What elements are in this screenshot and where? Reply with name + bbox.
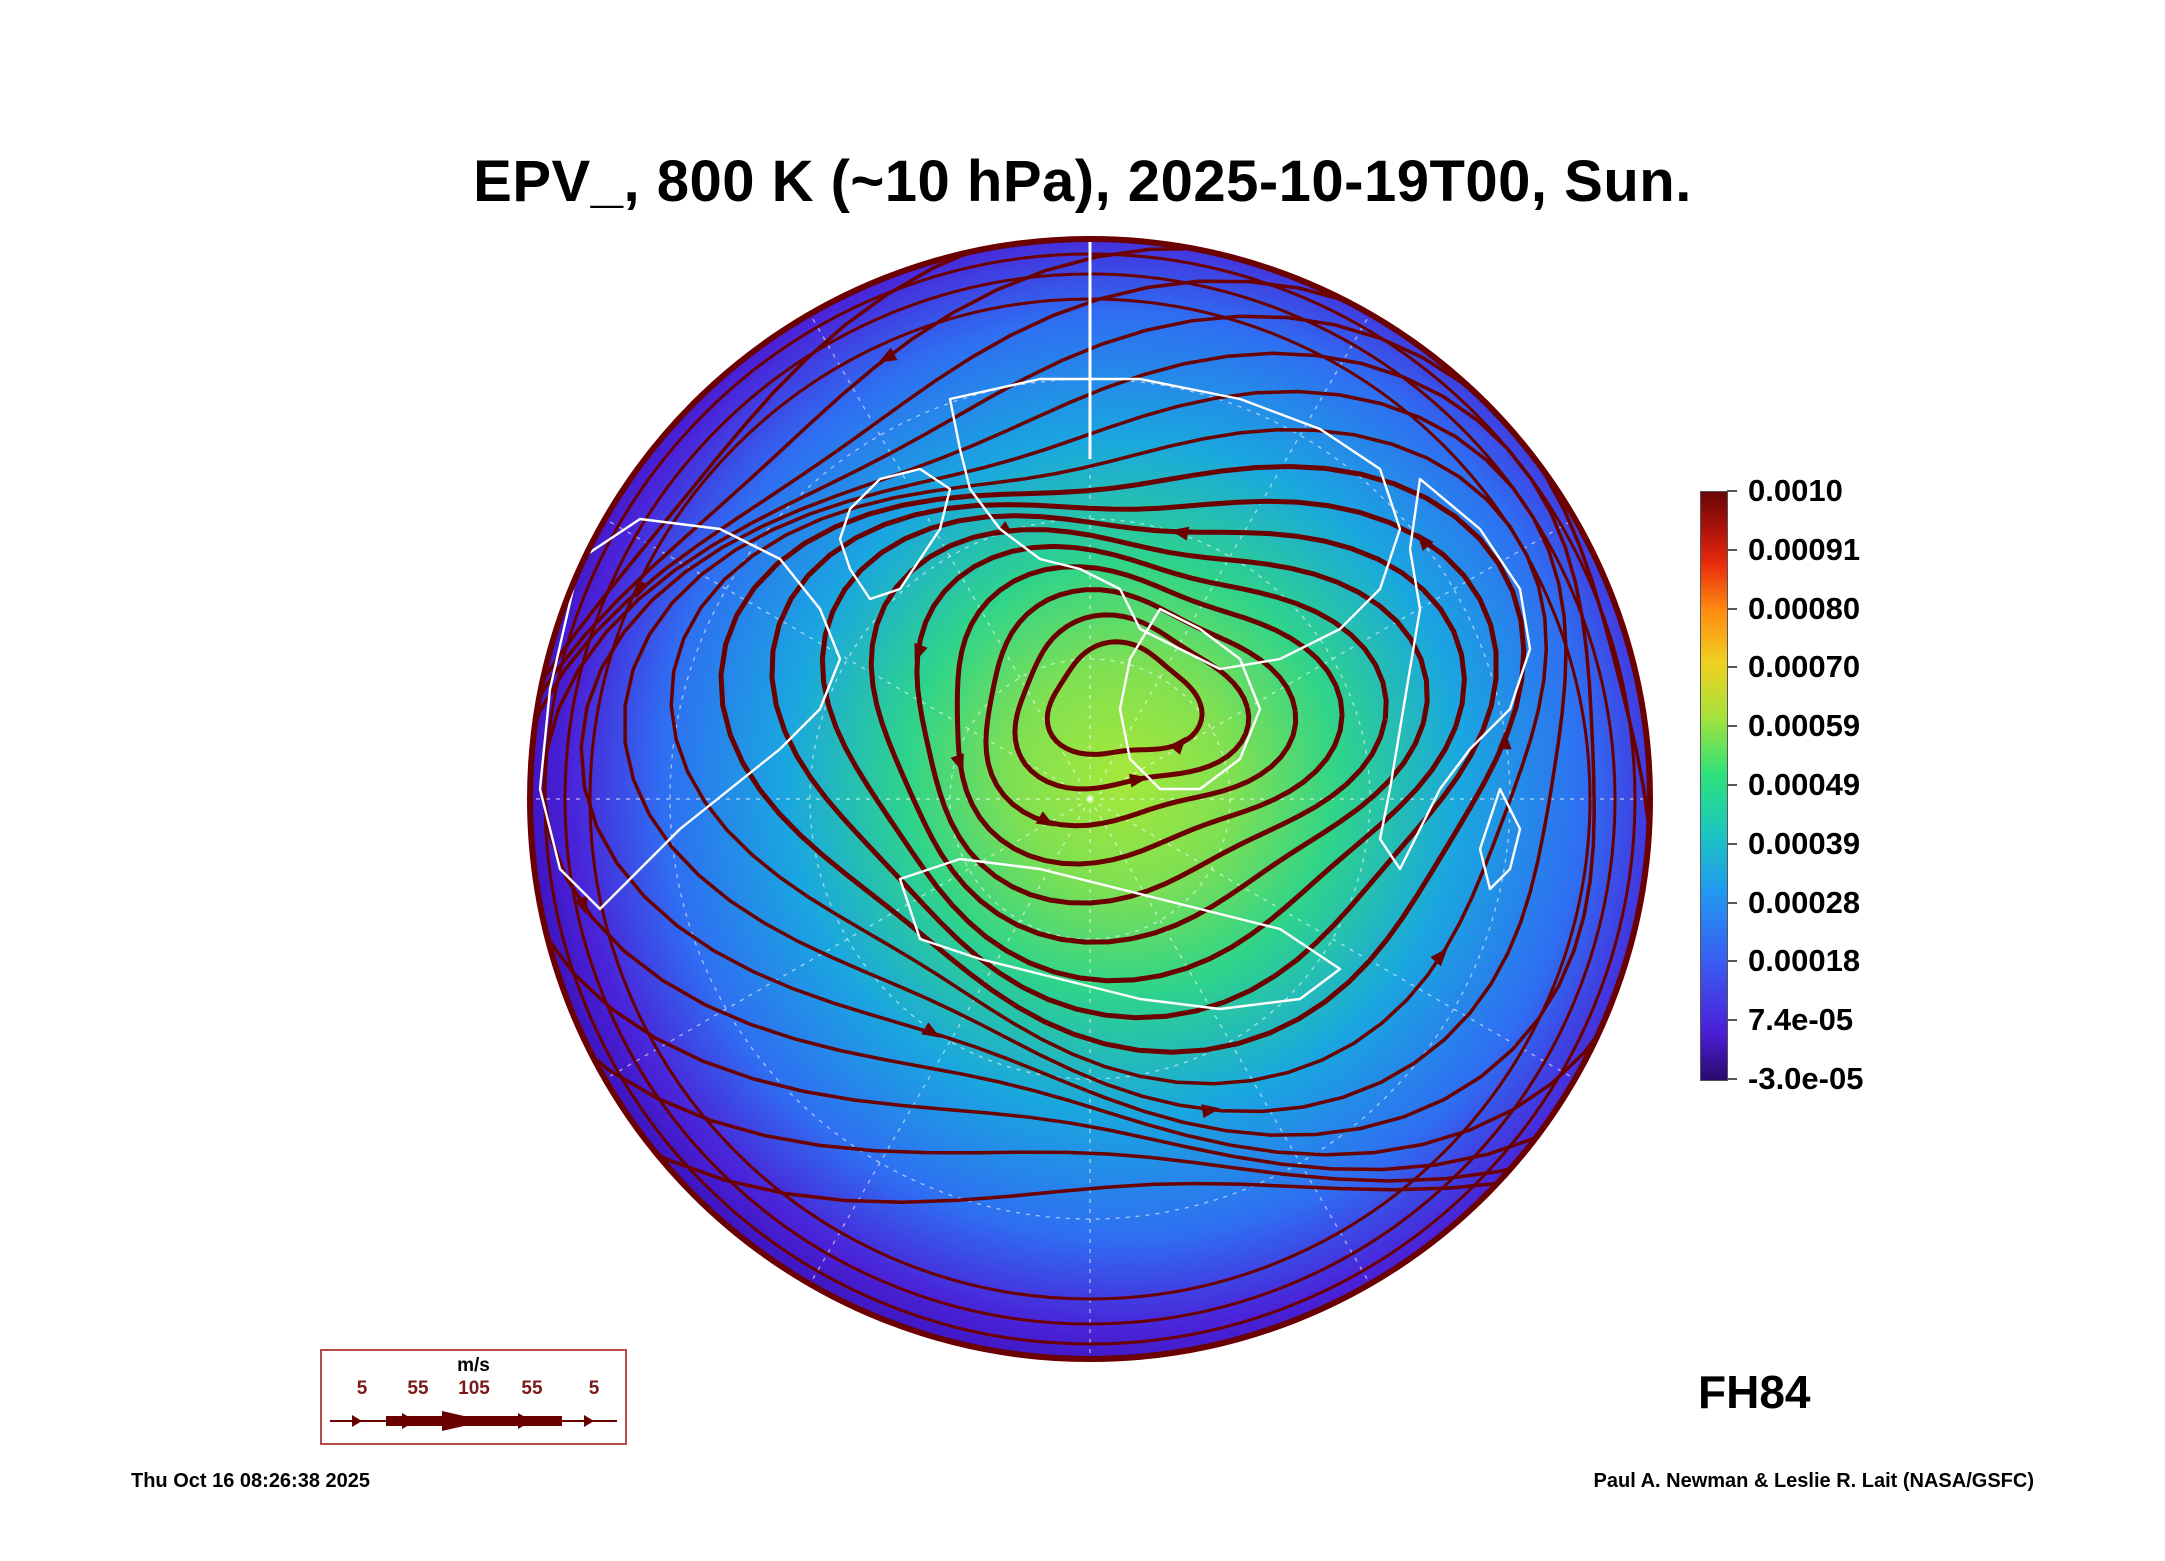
streamline-arrow [574, 895, 588, 916]
streamline-arrow [1201, 1104, 1221, 1119]
streamline-arrow [1170, 526, 1190, 541]
colorbar-label: 7.4e-05 [1748, 1002, 1854, 1038]
map-title: EPV_, 800 K (~10 hPa), 2025-10-19T00, Su… [473, 149, 1692, 214]
render-timestamp: Thu Oct 16 08:26:38 2025 [131, 1470, 371, 1492]
coastline [838, 467, 952, 601]
streamline-arrow [1430, 948, 1448, 967]
colorbar-tick [1727, 725, 1737, 728]
streamline-arrow [950, 753, 964, 773]
colorbar-tick [1727, 1019, 1737, 1022]
streamline [954, 564, 1345, 867]
meridian-line [809, 313, 1091, 800]
colorbar-tick [1727, 960, 1737, 963]
streamline [1012, 612, 1252, 792]
wind-legend-speed: 105 [458, 1378, 490, 1399]
coastline [1378, 477, 1532, 871]
credit-line: Paul A. Newman & Leslie R. Lait (NASA/GS… [1593, 1470, 2034, 1492]
coastline [898, 857, 1342, 1011]
colorbar-tick [1727, 548, 1737, 551]
coastline [948, 377, 1402, 671]
streamline-arrow [1416, 532, 1434, 551]
streamline [868, 527, 1430, 945]
streamline-arrow [1129, 773, 1148, 788]
colorbar-label: 0.0010 [1748, 473, 1843, 508]
wind-speed-legend: m/s 5 55 105 55 5 [320, 1349, 627, 1445]
streamline-arrow [993, 521, 1013, 537]
wind-legend-speed: 55 [407, 1378, 429, 1399]
wind-legend-unit: m/s [457, 1355, 490, 1376]
colorbar-label: 0.00018 [1748, 943, 1861, 979]
colorbar-tick [1727, 1078, 1737, 1080]
streamline [623, 389, 1568, 1114]
colorbar-label: -3.0e-05 [1748, 1061, 1864, 1096]
colorbar-tick [1727, 901, 1737, 904]
coastline [1478, 787, 1522, 891]
streamline-arrow [878, 347, 898, 363]
colorbar-label: 0.00059 [1748, 708, 1861, 744]
colorbar-label: 0.00070 [1748, 649, 1861, 685]
streamline [914, 543, 1389, 906]
wind-legend-speed: 5 [356, 1378, 368, 1399]
colorbar-tick [1727, 666, 1737, 669]
colorbar-label: 0.00049 [1748, 767, 1861, 802]
map-rim [527, 236, 1653, 1362]
colorbar-label: 0.00080 [1748, 590, 1861, 626]
colorbar-tick [1727, 784, 1737, 786]
streamline-arrow [1035, 811, 1055, 827]
colorbar-label: 0.00028 [1748, 884, 1861, 920]
streamline-arrow [1274, 239, 1294, 252]
streamline [718, 463, 1527, 1055]
meridian-line [604, 518, 1091, 800]
meridian-line [1089, 313, 1371, 800]
streamline [669, 428, 1549, 1086]
polar-map [527, 229, 1653, 1362]
colorbar-label: 0.00091 [1748, 531, 1861, 567]
colorbar-tick [1727, 607, 1737, 610]
wind-legend-arrows [330, 1411, 617, 1431]
streamline [769, 498, 1499, 1021]
colorbar-tick [1727, 842, 1737, 845]
wind-legend-speed: 5 [588, 1378, 600, 1399]
streamline [1044, 639, 1205, 757]
coastline [1118, 607, 1262, 791]
coastlines [538, 377, 1532, 1011]
streamline-arrow [1497, 731, 1512, 750]
streamline-arrow [921, 1022, 941, 1038]
streamline [819, 513, 1467, 984]
colorbar [1700, 491, 1728, 1081]
coastline [538, 517, 842, 911]
wind-legend-speed: 55 [521, 1378, 543, 1399]
streamline-arrow [914, 642, 928, 663]
colorbar-tick [1727, 490, 1737, 492]
streamline-arrow [1169, 736, 1187, 755]
colorbar-label: 0.00039 [1748, 825, 1861, 861]
forecast-hour-label: FH84 [1698, 1366, 1811, 1418]
